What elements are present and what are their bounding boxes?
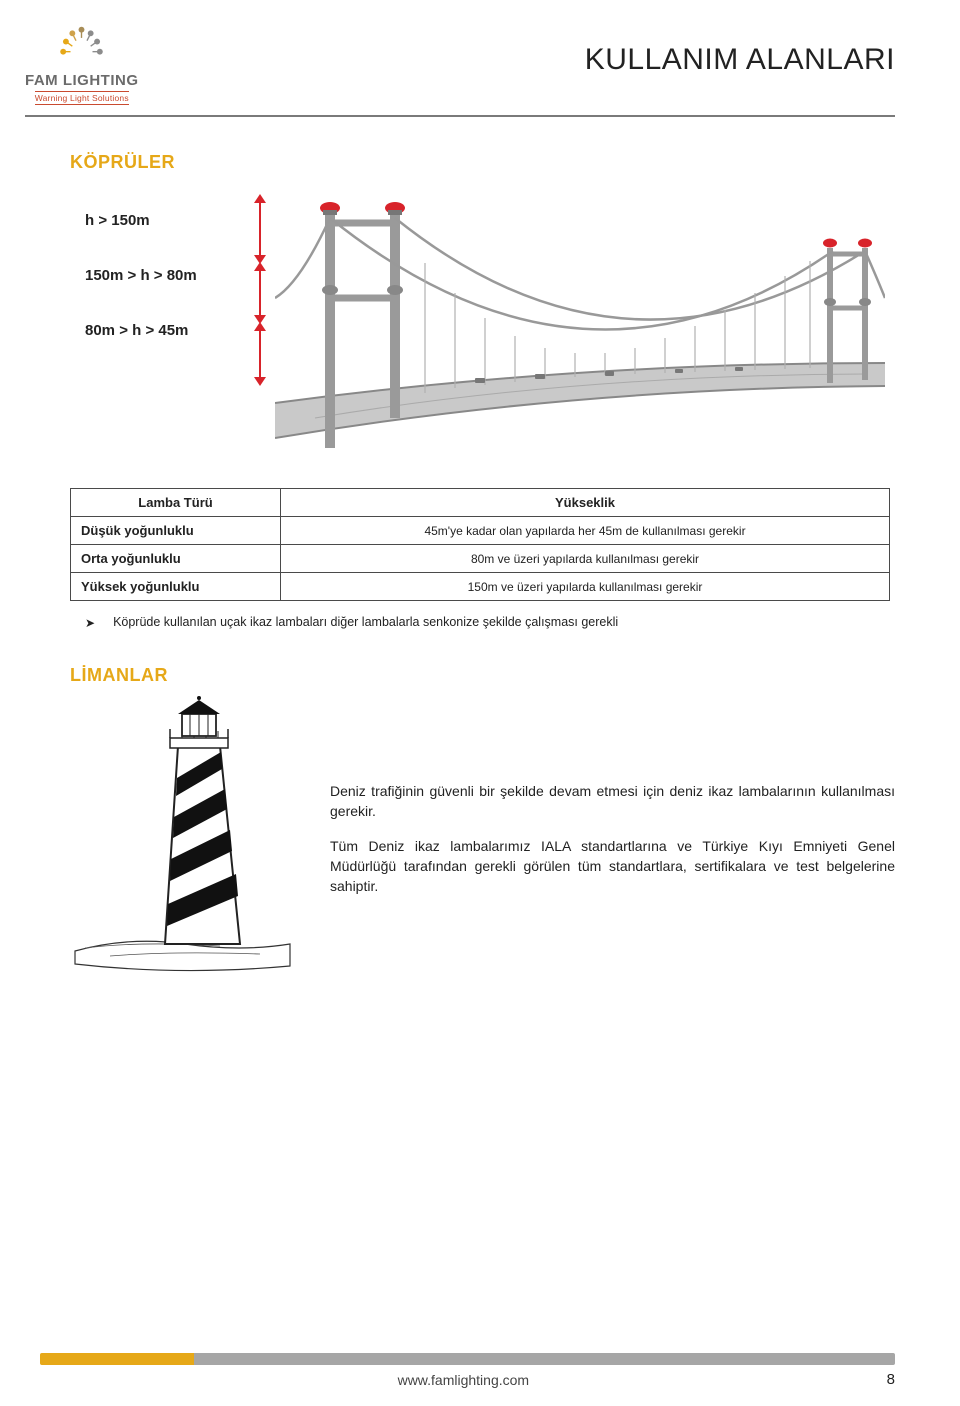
arrow-icon bbox=[259, 329, 261, 379]
height-range-3: 80m > h > 45m bbox=[85, 323, 197, 338]
cell-desc: 80m ve üzeri yapılarda kullanılması gere… bbox=[281, 545, 890, 573]
section-heading-kopruler: KÖPRÜLER bbox=[70, 152, 960, 173]
page-header: FAM LIGHTING Warning Light Solutions KUL… bbox=[0, 0, 960, 105]
limanlar-text: Deniz trafiğinin güvenli bir şekilde dev… bbox=[330, 696, 895, 910]
table-header-row: Lamba Türü Yükseklik bbox=[71, 489, 890, 517]
limanlar-para-2: Tüm Deniz ikaz lambalarımız IALA standar… bbox=[330, 836, 895, 897]
limanlar-content: Deniz trafiğinin güvenli bir şekilde dev… bbox=[70, 696, 895, 976]
table-header-type: Lamba Türü bbox=[71, 489, 281, 517]
table-row: Yüksek yoğunluklu 150m ve üzeri yapılard… bbox=[71, 573, 890, 601]
note-text: Köprüde kullanılan uçak ikaz lambaları d… bbox=[113, 615, 618, 629]
lighthouse-illustration bbox=[70, 696, 295, 976]
limanlar-para-1: Deniz trafiğinin güvenli bir şekilde dev… bbox=[330, 781, 895, 822]
arrow-icon bbox=[259, 269, 261, 317]
triangle-bullet-icon: ➤ bbox=[85, 616, 95, 630]
cell-desc: 45m'ye kadar olan yapılarda her 45m de k… bbox=[281, 517, 890, 545]
header-divider bbox=[25, 115, 895, 117]
bridge-illustration bbox=[275, 188, 885, 468]
arrow-icon bbox=[259, 201, 261, 257]
footer-url: www.famlighting.com bbox=[40, 1372, 887, 1388]
cell-type: Yüksek yoğunluklu bbox=[71, 573, 281, 601]
bridge-note: ➤ Köprüde kullanılan uçak ikaz lambaları… bbox=[85, 615, 895, 630]
company-name: FAM LIGHTING bbox=[25, 72, 139, 89]
table-row: Düşük yoğunluklu 45m'ye kadar olan yapıl… bbox=[71, 517, 890, 545]
cell-type: Orta yoğunluklu bbox=[71, 545, 281, 573]
table-row: Orta yoğunluklu 80m ve üzeri yapılarda k… bbox=[71, 545, 890, 573]
height-range-2: 150m > h > 80m bbox=[85, 268, 197, 283]
page-title: KULLANIM ALANLARI bbox=[585, 43, 895, 77]
page-footer: www.famlighting.com 8 bbox=[0, 1353, 960, 1406]
cell-desc: 150m ve üzeri yapılarda kullanılması ger… bbox=[281, 573, 890, 601]
table-header-height: Yükseklik bbox=[281, 489, 890, 517]
lamp-type-table: Lamba Türü Yükseklik Düşük yoğunluklu 45… bbox=[70, 488, 890, 601]
footer-band bbox=[40, 1353, 895, 1365]
height-arrows bbox=[250, 193, 272, 413]
company-tagline: Warning Light Solutions bbox=[35, 91, 129, 105]
footer-page-number: 8 bbox=[887, 1371, 895, 1388]
cell-type: Düşük yoğunluklu bbox=[71, 517, 281, 545]
height-range-1: h > 150m bbox=[85, 213, 197, 228]
section-heading-limanlar: LİMANLAR bbox=[70, 665, 960, 686]
height-range-labels: h > 150m 150m > h > 80m 80m > h > 45m bbox=[85, 213, 197, 378]
bridge-diagram: h > 150m 150m > h > 80m 80m > h > 45m bbox=[70, 188, 895, 478]
company-logo: FAM LIGHTING Warning Light Solutions bbox=[25, 15, 139, 105]
logo-sunburst-icon bbox=[54, 15, 109, 70]
